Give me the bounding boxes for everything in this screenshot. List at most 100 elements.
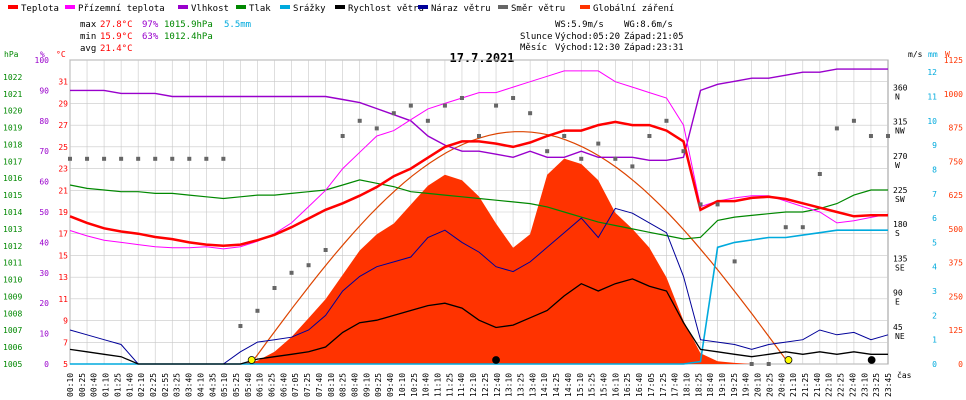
time-tick: 21:10 [789, 373, 798, 397]
axis-unit-temp: °C [56, 50, 66, 59]
stats-max-temp: 27.8°C [100, 20, 133, 30]
temp-tick: 17 [58, 230, 68, 239]
hpa-tick: 1020 [3, 107, 22, 116]
w-tick: 375 [949, 259, 964, 268]
time-tick: 16:25 [623, 373, 632, 397]
wind-direction-point [732, 259, 737, 264]
legend-swatch-5 [335, 5, 345, 9]
ms-tick: 4 [932, 263, 937, 272]
time-tick: 13:25 [517, 373, 526, 397]
temp-tick: 21 [58, 186, 68, 195]
ms-tick: 11 [927, 92, 937, 101]
legend-swatch-3 [236, 5, 246, 9]
info-mesic-vychod: Východ:12:30 [555, 43, 620, 53]
ms-tick: 8 [932, 165, 937, 174]
info-slunce-vychod: Východ:05:20 [555, 32, 620, 42]
dir-tick-label: NW [895, 127, 905, 136]
temp-tick: 29 [58, 99, 68, 108]
w-tick: 750 [949, 157, 964, 166]
legend-label-5: Rychlost větru [348, 4, 424, 14]
dir-tick-label: E [895, 298, 900, 307]
axis-unit-mm: mm [928, 50, 938, 59]
time-tick: 01:10 [102, 373, 111, 397]
hpa-tick: 1008 [3, 309, 22, 318]
temp-tick: 9 [63, 317, 68, 326]
legend-swatch-0 [8, 5, 18, 9]
w-tick: 0 [958, 360, 963, 369]
time-tick: 09:25 [374, 373, 383, 397]
axis-unit-ms: m/s [908, 50, 923, 59]
time-tick: 12:25 [481, 373, 490, 397]
time-tick: 14:25 [552, 373, 561, 397]
time-tick: 02:10 [137, 373, 146, 397]
time-tick: 06:40 [279, 373, 288, 397]
info-slunce-zapad: Západ:21:05 [624, 32, 684, 42]
time-tick: 08:40 [351, 373, 360, 397]
chart-title: 17.7.2021 [449, 51, 514, 65]
time-tick: 07:25 [303, 373, 312, 397]
legend-label-1: Přízemní teplota [78, 4, 165, 14]
time-tick: 19:25 [730, 373, 739, 397]
dir-tick-deg: 90 [893, 289, 903, 298]
ms-tick: 6 [932, 214, 937, 223]
wind-direction-point [323, 248, 328, 252]
wind-direction-point [851, 118, 856, 123]
time-tick: 16:40 [635, 373, 644, 397]
hpa-tick: 1011 [3, 259, 22, 268]
wind-direction-point [817, 172, 822, 176]
time-tick: 10:10 [398, 373, 407, 397]
w-tick: 625 [949, 191, 964, 200]
dir-tick-label: N [895, 92, 900, 101]
time-tick: 11:25 [445, 373, 454, 397]
stats-max-label: max [80, 20, 97, 30]
time-tick: 14:40 [564, 373, 573, 397]
rise-set-marker-2 [492, 356, 500, 364]
pct-tick: 60 [39, 178, 49, 187]
legend-swatch-8 [580, 5, 590, 9]
info-ws: WS:5.9m/s [555, 20, 604, 30]
wind-direction-point [494, 103, 499, 108]
time-tick: 19:10 [718, 373, 727, 397]
ms-tick: 9 [932, 141, 937, 150]
dir-tick-deg: 225 [893, 186, 908, 195]
legend-label-4: Srážky [293, 4, 326, 14]
temp-tick: 5 [63, 360, 68, 369]
pct-tick: 30 [39, 269, 49, 278]
legend-swatch-7 [498, 5, 508, 9]
pct-tick: 80 [39, 117, 49, 126]
w-tick: 500 [949, 225, 964, 234]
hpa-tick: 1010 [3, 276, 22, 285]
time-tick: 15:40 [600, 373, 609, 397]
info-wg: WG:8.6m/s [624, 20, 673, 30]
wind-direction-point [528, 111, 533, 116]
time-tick: 03:40 [185, 373, 194, 397]
temp-tick: 27 [58, 121, 68, 130]
pct-tick: 40 [39, 238, 49, 247]
stats-min-press: 1012.4hPa [164, 32, 213, 42]
stats-avg-label: avg [80, 44, 96, 54]
stats-avg-temp: 21.4°C [100, 44, 133, 54]
wind-direction-point [596, 141, 601, 146]
time-tick: 00:10 [66, 373, 75, 397]
time-tick: 16:10 [611, 373, 620, 397]
stats-max-hum: 97% [142, 20, 159, 30]
wind-direction-point [306, 263, 311, 268]
time-tick: 22:25 [837, 373, 846, 397]
wind-direction-point [459, 96, 464, 100]
ms-tick: 7 [932, 190, 937, 199]
time-tick: 05:10 [220, 373, 229, 397]
wind-direction-point [664, 118, 669, 123]
x-axis-label: čas [897, 370, 912, 380]
time-tick: 07:40 [315, 373, 324, 397]
w-tick: 1125 [944, 56, 963, 65]
time-tick: 18:40 [706, 373, 715, 397]
time-tick: 18:25 [694, 373, 703, 397]
time-tick: 18:10 [683, 373, 692, 397]
ms-tick: 3 [932, 287, 937, 296]
pct-tick: 70 [39, 147, 49, 156]
time-tick: 06:25 [268, 373, 277, 397]
time-tick: 19:40 [742, 373, 751, 397]
time-tick: 08:10 [327, 373, 336, 397]
time-tick: 04:10 [196, 373, 205, 397]
